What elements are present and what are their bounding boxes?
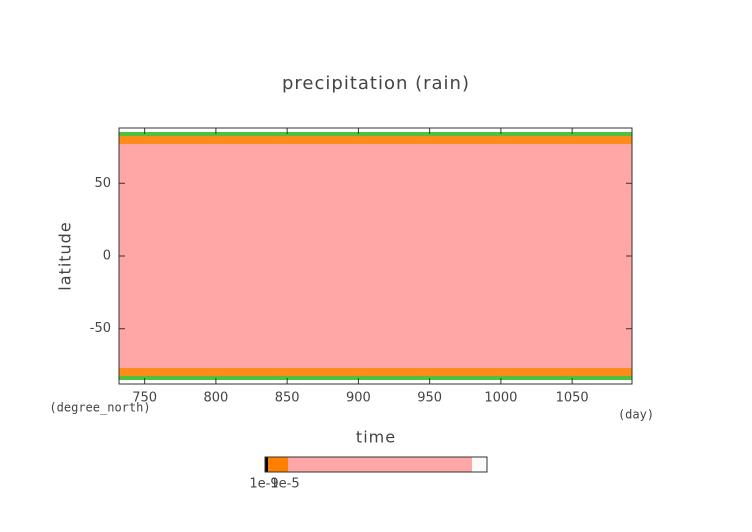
- x-tick-label: 750: [132, 391, 157, 406]
- plot-area: 750 800 850 900 950 1000 1050 -50 0 50: [90, 127, 633, 406]
- x-tick-label: 950: [417, 391, 442, 406]
- colorbar: 1e-91e-5: [249, 456, 488, 492]
- y-axis-title: latitude: [56, 221, 75, 290]
- colorbar-label: 1e-5: [270, 477, 299, 492]
- x-axis-units: (day): [618, 408, 654, 422]
- colorbar-frame: [264, 456, 488, 473]
- y-tick-label: 50: [94, 176, 111, 191]
- x-tick-label: 800: [203, 391, 228, 406]
- colorbar-swatch: [472, 457, 487, 472]
- x-tick-label: 1050: [556, 391, 589, 406]
- colorbar-swatch: [268, 457, 288, 472]
- field: [119, 144, 632, 368]
- y-tick-label: -50: [90, 321, 111, 336]
- x-tick-label: 1000: [484, 391, 517, 406]
- colorbar-swatch: [288, 457, 472, 472]
- colorbar-swatch: [265, 457, 268, 472]
- colorbar-label: 1e-9: [249, 477, 278, 492]
- x-tick-label: 850: [275, 391, 300, 406]
- x-tick-label: 900: [346, 391, 371, 406]
- y-tick-label: 0: [103, 249, 111, 264]
- chart-title: precipitation (rain): [282, 73, 470, 94]
- y-axis-units: (degree_north): [49, 401, 150, 415]
- x-axis-title: time: [356, 428, 396, 447]
